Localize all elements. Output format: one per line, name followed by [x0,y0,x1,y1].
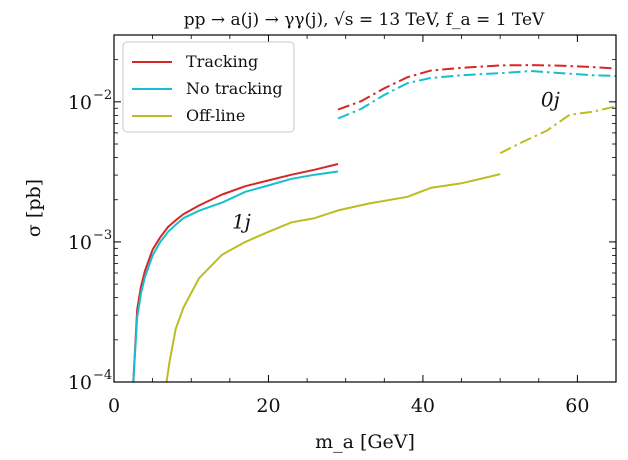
annotation-1: 0j [541,87,560,111]
series-line-4 [337,70,616,120]
annotation-0: 1j [232,209,251,233]
x-axis-label: m_a [GeV] [315,431,415,453]
y-tick-label: 10 [68,372,92,394]
x-tick-label: 0 [108,395,120,417]
legend-label-2: Off-line [186,106,245,125]
legend: Tracking No tracking Off-line [122,41,295,133]
series-line-2 [165,173,501,382]
plot-frame [113,34,617,383]
series-line-0 [132,163,339,382]
y-tick-label: 10 [68,232,92,254]
annotations: 1j 0j [232,87,560,233]
y-tick-exponent: −2 [93,88,112,103]
legend-label-0: Tracking [186,52,258,71]
y-axis-label: σ [pb] [23,179,45,237]
x-tick-label: 40 [411,395,435,417]
y-tick-exponent: −3 [93,228,112,243]
series-line-5 [499,105,616,155]
x-tick-label: 60 [565,395,589,417]
chart-title: pp → a(j) → γγ(j), √s = 13 TeV, f_a = 1 … [184,10,545,30]
legend-label-1: No tracking [186,79,283,98]
legend-box [122,41,295,133]
plot-area [132,64,616,382]
x-tick-label: 20 [256,395,280,417]
y-tick-exponent: −4 [93,368,112,383]
series-line-1 [132,170,339,382]
series-line-3 [337,64,616,111]
y-tick-label: 10 [68,92,92,114]
